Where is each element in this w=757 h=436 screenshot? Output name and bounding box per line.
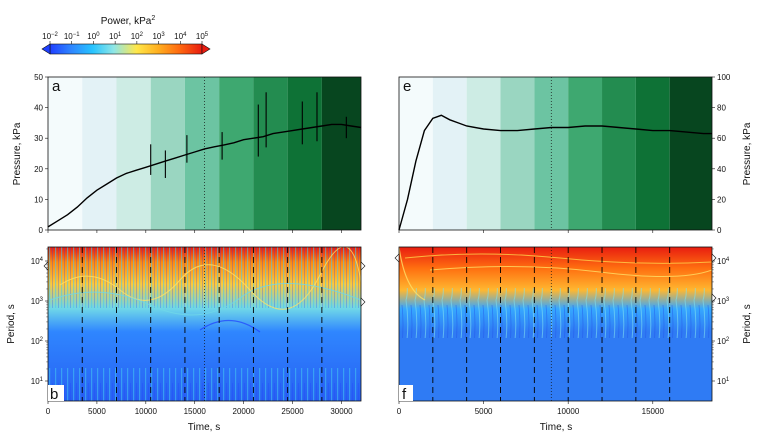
stage-shading-band bbox=[568, 77, 603, 230]
panel-e-ylabel: Pressure, kPa bbox=[742, 122, 753, 185]
panel-b-right-marker2-icon bbox=[360, 297, 366, 307]
panel-f-letter-box bbox=[399, 385, 413, 401]
colorbar-tick-label: 103 bbox=[152, 32, 165, 41]
x-tick-label: 0 bbox=[397, 407, 402, 416]
stage-shading-band bbox=[500, 77, 535, 230]
y-tick-label: 40 bbox=[34, 104, 43, 113]
colorbar-title: Power, kPa2 bbox=[101, 15, 156, 27]
y-tick-label: 102 bbox=[717, 337, 730, 346]
stage-shading-band bbox=[82, 77, 117, 230]
panel-f-right-marker2-icon bbox=[711, 293, 717, 303]
y-tick-label: 102 bbox=[31, 337, 44, 346]
panel-f-frame bbox=[398, 246, 713, 402]
stage-shading-band bbox=[321, 77, 361, 230]
x-tick-label: 0 bbox=[46, 407, 51, 416]
stage-shading-band bbox=[287, 77, 322, 230]
y-tick-label: 50 bbox=[34, 73, 43, 82]
panel-b-ylabel: Period, s bbox=[6, 304, 17, 343]
panel-f-xlabel: Time, s bbox=[540, 422, 572, 433]
panel-a: a Pressure, kPa 0 10 20 30 40 50 bbox=[12, 73, 362, 235]
stage-shading-band bbox=[602, 77, 636, 230]
panel-e: e Pressure, kPa 0 20 40 60 80 100 bbox=[398, 73, 753, 235]
y-tick-label: 100 bbox=[717, 73, 731, 82]
x-tick-label: 10000 bbox=[557, 407, 580, 416]
stage-shading-band bbox=[466, 77, 501, 230]
stage-shading-band bbox=[399, 77, 433, 230]
colorbar-tick-label: 100 bbox=[87, 32, 100, 41]
x-tick-label: 10000 bbox=[135, 407, 158, 416]
panel-b-letter: b bbox=[50, 386, 58, 403]
y-tick-label: 101 bbox=[717, 377, 730, 386]
y-tick-label: 104 bbox=[717, 257, 730, 266]
colorbar-tick-label: 10−1 bbox=[64, 32, 80, 41]
panel-e-letter: e bbox=[403, 78, 411, 95]
colorbar-tick-label: 105 bbox=[196, 32, 209, 41]
panel-a-frame bbox=[47, 76, 362, 231]
y-tick-label: 40 bbox=[717, 165, 726, 174]
y-tick-label: 103 bbox=[31, 297, 44, 306]
y-tick-label: 0 bbox=[717, 226, 722, 235]
panel-f-power-field bbox=[399, 247, 712, 401]
panel-f-letter: f bbox=[402, 386, 407, 403]
colorbar-low-arrow bbox=[41, 43, 51, 55]
panel-a-letter: a bbox=[52, 78, 61, 95]
stage-shading-band bbox=[48, 77, 83, 230]
y-tick-label: 103 bbox=[717, 297, 730, 306]
panel-b: b Period, s Time, s 0 5000 10000 15000 20000… bbox=[6, 246, 366, 433]
panel-b-power-field bbox=[48, 247, 361, 401]
y-tick-label: 20 bbox=[717, 195, 726, 204]
y-tick-label: 0 bbox=[39, 226, 44, 235]
colorbar-gradient bbox=[49, 43, 203, 55]
y-tick-label: 101 bbox=[31, 377, 44, 386]
panel-b-left-marker-icon bbox=[43, 261, 49, 271]
x-tick-label: 5000 bbox=[88, 407, 106, 416]
colorbar-tick-label: 10−2 bbox=[42, 32, 58, 41]
x-tick-label: 15000 bbox=[184, 407, 207, 416]
stage-shading-band bbox=[219, 77, 254, 230]
panel-b-right-marker-icon bbox=[360, 261, 366, 271]
colorbar-tick-label: 102 bbox=[131, 32, 144, 41]
colorbar: Power, kPa2 10−2 10−1 100 101 102 103 104 105 bbox=[41, 15, 211, 55]
panel-f-right-marker-icon bbox=[711, 253, 717, 263]
colorbar-tick-label: 101 bbox=[109, 32, 122, 41]
pressure-series-line bbox=[398, 114, 712, 231]
x-tick-label: 30000 bbox=[330, 407, 353, 416]
stage-shading-band bbox=[534, 77, 569, 230]
stage-shading-band bbox=[635, 77, 670, 230]
x-tick-label: 20000 bbox=[233, 407, 256, 416]
pressure-series-line bbox=[47, 123, 362, 228]
stage-shading-band bbox=[116, 77, 151, 230]
panel-b-xlabel: Time, s bbox=[188, 422, 220, 433]
x-tick-label: 5000 bbox=[475, 407, 493, 416]
stage-shading-band bbox=[253, 77, 288, 230]
stage-shading-band bbox=[669, 77, 712, 230]
stage-shading-band bbox=[432, 77, 467, 230]
panel-f: f Period, s Time, s 0 5000 10000 15000 101 10… bbox=[394, 246, 753, 433]
y-tick-label: 60 bbox=[717, 134, 726, 143]
panel-f-left-marker-icon bbox=[394, 253, 400, 263]
y-tick-label: 10 bbox=[34, 195, 43, 204]
y-tick-label: 30 bbox=[34, 134, 43, 143]
panel-a-ylabel: Pressure, kPa bbox=[12, 122, 23, 185]
panel-b-letter-box bbox=[48, 385, 64, 401]
x-tick-label: 15000 bbox=[642, 407, 665, 416]
colorbar-high-arrow bbox=[201, 43, 211, 55]
panel-b-frame bbox=[47, 246, 362, 402]
stage-shading-band bbox=[150, 77, 185, 230]
panel-e-frame bbox=[398, 76, 713, 231]
colorbar-tick-label: 104 bbox=[174, 32, 187, 41]
y-tick-label: 104 bbox=[31, 257, 44, 266]
y-tick-label: 80 bbox=[717, 104, 726, 113]
panel-f-ylabel: Period, s bbox=[742, 304, 753, 343]
x-tick-label: 25000 bbox=[281, 407, 304, 416]
y-tick-label: 20 bbox=[34, 165, 43, 174]
